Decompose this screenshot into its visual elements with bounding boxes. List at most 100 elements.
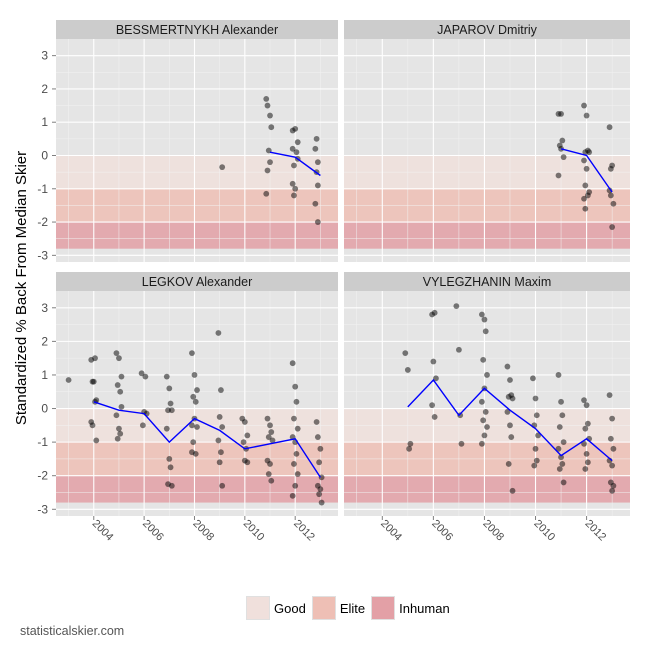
data-point [89,422,96,429]
data-point [116,425,122,432]
data-point [431,309,438,316]
data-point [244,459,251,466]
data-point [484,424,490,430]
panel-title: BESSMERTNYKH Alexander [116,23,278,37]
data-point [294,425,301,432]
data-point [478,311,485,318]
data-point [244,432,251,439]
data-point [267,422,273,429]
data-point [314,159,321,166]
data-point [558,110,564,117]
data-point [430,358,437,365]
data-point [168,482,175,489]
data-point [555,372,562,378]
data-point [216,414,223,420]
data-point [481,432,488,439]
data-point [118,373,125,380]
data-point [482,408,489,415]
data-point [407,440,414,447]
y-tick-label: -2 [37,469,48,483]
data-point [93,437,100,444]
data-point [317,445,324,452]
data-point [166,456,173,462]
data-point [289,360,296,367]
data-point [192,398,199,405]
data-point [505,461,512,467]
y-tick-label: -3 [37,248,48,262]
data-point [583,450,590,457]
data-point [289,180,296,187]
data-point [507,422,513,429]
panel-title: VYLEGZHANIN Maxim [423,275,552,289]
y-tick-label: 0 [41,148,48,162]
y-tick-label: 0 [41,402,48,416]
data-point [293,149,300,156]
data-point [292,383,299,390]
y-tick-label: 1 [41,115,48,129]
data-point [294,471,301,477]
band-inhuman [344,475,630,503]
data-point [610,200,617,207]
legend-key-elite [311,596,336,620]
data-point [267,159,273,166]
band-inhuman [56,222,338,249]
data-point [138,370,145,377]
data-point [581,102,587,109]
y-tick-label: -3 [37,502,48,516]
data-point [291,461,297,467]
data-point [582,182,589,189]
data-point [314,182,321,189]
data-point [167,400,174,407]
data-point [240,439,247,446]
data-point [431,414,438,420]
data-point [263,190,270,197]
data-point [456,346,462,353]
data-point [404,367,411,373]
data-point [313,419,320,425]
data-point [560,154,567,161]
data-point [65,377,72,383]
data-point [215,437,222,444]
data-point [607,192,614,199]
band-inhuman [344,222,630,249]
panel-1: BESSMERTNYKH Alexander 3 2 1 0 -1 -2 -3 [37,20,338,262]
trend-line [560,148,613,193]
panel-strip [56,20,338,39]
data-point [509,487,516,494]
data-point [190,393,197,400]
data-point [117,388,124,395]
data-point [556,424,563,430]
data-point [583,402,590,409]
data-point [582,466,589,472]
x-tick-label: 2010 [241,518,267,544]
data-point [268,477,275,484]
x-tick-label: 2006 [140,518,166,544]
data-point [504,408,511,415]
panel-2: JAPAROV Dmitriy [344,20,630,262]
data-point [314,434,321,440]
data-point [531,462,538,469]
data-point [583,112,590,119]
data-point [560,439,567,446]
data-point [433,375,439,382]
data-point [457,412,464,419]
panel-strip [344,20,630,39]
data-point [113,350,120,357]
data-point [609,415,616,422]
data-point [484,372,490,378]
panels: BESSMERTNYKH Alexander 3 2 1 0 -1 -2 -3 JAPAROV … [37,20,630,543]
data-point [114,382,121,388]
data-point [532,395,539,402]
data-point [189,422,195,429]
data-point [194,424,200,430]
data-point [163,425,170,432]
data-point [292,482,299,489]
data-point [313,135,320,142]
data-point [583,165,590,172]
data-point [609,462,616,469]
legend: Good Elite Inhuman [246,596,456,620]
y-tick-label: 3 [41,301,48,315]
data-point [559,412,566,419]
x-tick-label: 2012 [291,518,317,544]
data-point [317,486,324,493]
